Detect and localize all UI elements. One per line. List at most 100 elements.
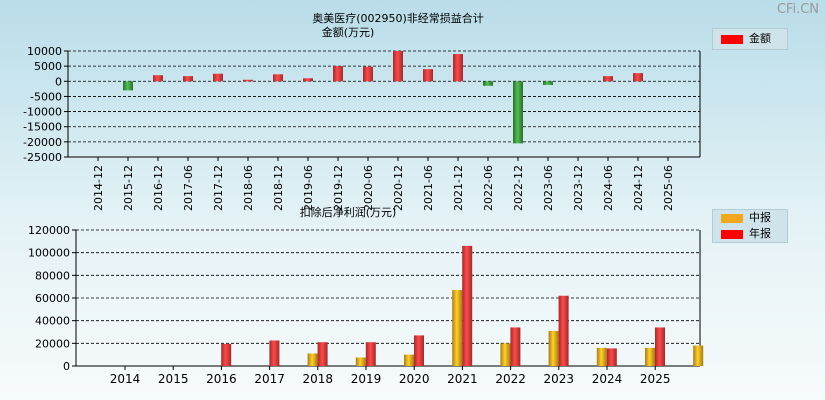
bar-annual bbox=[269, 340, 280, 366]
bar-amount bbox=[303, 78, 313, 82]
chart1-legend: 金额 bbox=[712, 28, 788, 50]
x-tick-label: 2020 bbox=[399, 372, 430, 386]
x-tick-label: 2017-12 bbox=[212, 165, 225, 211]
watermark: CFi.CN bbox=[776, 2, 819, 17]
bar-annual bbox=[558, 295, 569, 366]
bar-annual bbox=[365, 342, 376, 366]
y-tick-label: 0 bbox=[55, 75, 62, 88]
bar-amount bbox=[123, 81, 133, 91]
chart1-plot: 10000 5000 0 -5000 -10000 -15000 -20000 -25000 2… bbox=[23, 45, 701, 211]
legend-swatch bbox=[721, 214, 743, 223]
bar-amount bbox=[363, 66, 373, 82]
y-tick-label: 40000 bbox=[35, 315, 70, 328]
x-tick-label: 2022 bbox=[495, 372, 526, 386]
legend-item-annual: 年报 bbox=[713, 226, 787, 242]
y-tick-label: -10000 bbox=[23, 106, 62, 119]
chart1-title: 奥美医疗(002950)非经常损益合计 bbox=[312, 11, 484, 25]
bar-amount bbox=[333, 66, 343, 82]
bar-interim bbox=[596, 347, 607, 366]
x-tick-label: 2016 bbox=[206, 372, 237, 386]
x-tick-label: 2025-06 bbox=[662, 165, 675, 211]
y-tick-label: 10000 bbox=[27, 45, 62, 58]
x-tick-label: 2021-12 bbox=[452, 165, 465, 211]
bar-interim bbox=[404, 354, 414, 366]
x-tick-label: 2021 bbox=[447, 372, 478, 386]
x-tick-label: 2020-12 bbox=[392, 165, 405, 211]
legend-swatch bbox=[721, 35, 743, 44]
y-tick-label: 100000 bbox=[28, 247, 70, 260]
bar-annual bbox=[317, 342, 328, 366]
bar-annual bbox=[414, 335, 424, 366]
bar-amount bbox=[633, 73, 643, 82]
x-tick-label: 2014-12 bbox=[92, 165, 105, 211]
bar-amount bbox=[183, 76, 193, 82]
bar-interim bbox=[355, 357, 366, 366]
chart2-legend: 中报 年报 bbox=[712, 209, 788, 243]
y-tick-label: -5000 bbox=[30, 90, 62, 103]
bar-interim bbox=[693, 345, 704, 366]
bar-interim bbox=[645, 347, 655, 366]
x-tick-label: 2018 bbox=[303, 372, 334, 386]
x-tick-label: 2019-12 bbox=[332, 165, 345, 211]
bar-interim bbox=[548, 330, 559, 366]
x-tick-label: 2014 bbox=[110, 372, 141, 386]
bar-annual bbox=[221, 343, 232, 366]
x-tick-label: 2016-12 bbox=[152, 165, 165, 211]
y-tick-label: 80000 bbox=[35, 269, 70, 282]
bar-annual bbox=[655, 327, 665, 366]
x-tick-label: 2018-06 bbox=[242, 165, 255, 211]
chart1-ylabel: 金额(万元) bbox=[322, 25, 375, 39]
legend-item-interim: 中报 bbox=[713, 210, 787, 226]
bar-annual bbox=[510, 327, 521, 366]
bar-amount bbox=[453, 54, 463, 82]
x-tick-label: 2019-06 bbox=[302, 165, 315, 211]
x-tick-label: 2024-12 bbox=[632, 165, 645, 211]
bar-annual bbox=[606, 348, 617, 366]
x-tick-label: 2020-06 bbox=[362, 165, 375, 211]
y-tick-label: -25000 bbox=[23, 151, 62, 164]
bar-amount bbox=[543, 81, 553, 85]
y-tick-label: 0 bbox=[63, 360, 70, 373]
y-tick-label: 5000 bbox=[34, 60, 62, 73]
y-tick-label: -20000 bbox=[23, 136, 62, 149]
x-tick-label: 2015-12 bbox=[122, 165, 135, 211]
y-tick-label: 60000 bbox=[35, 292, 70, 305]
x-tick-label: 2023-12 bbox=[572, 165, 585, 211]
y-tick-label: -15000 bbox=[23, 121, 62, 134]
bar-interim bbox=[452, 290, 463, 366]
chart2-title: 扣除后净利润(万元) bbox=[300, 205, 397, 219]
x-tick-label: 2023-06 bbox=[542, 165, 555, 211]
bar-amount bbox=[243, 79, 253, 82]
bar-amount bbox=[513, 81, 523, 144]
x-tick-label: 2023 bbox=[544, 372, 575, 386]
y-tick-label: 20000 bbox=[35, 337, 70, 350]
bar-amount bbox=[603, 76, 613, 82]
bar-amount bbox=[213, 73, 223, 82]
x-tick-label: 2022-06 bbox=[482, 165, 495, 211]
legend-label: 年报 bbox=[749, 227, 771, 240]
legend-swatch bbox=[721, 230, 743, 239]
x-tick-label: 2022-12 bbox=[512, 165, 525, 211]
x-tick-label: 2024-06 bbox=[602, 165, 615, 211]
x-tick-label: 2017 bbox=[254, 372, 285, 386]
x-tick-label: 2019 bbox=[351, 372, 382, 386]
chart2-plot: 0 20000 40000 60000 80000 100000 120000 2014 201… bbox=[28, 224, 704, 386]
x-tick-label: 2017-06 bbox=[182, 165, 195, 211]
legend-label: 中报 bbox=[749, 211, 771, 224]
bar-amount bbox=[423, 69, 433, 82]
legend-label: 金额 bbox=[749, 32, 771, 45]
bar-interim bbox=[307, 353, 318, 366]
bar-interim bbox=[500, 343, 511, 366]
bar-amount bbox=[153, 75, 163, 82]
x-tick-label: 2015 bbox=[158, 372, 189, 386]
x-tick-label: 2025 bbox=[640, 372, 671, 386]
x-tick-label: 2018-12 bbox=[272, 165, 285, 211]
bar-annual bbox=[462, 245, 473, 366]
legend-item-amount: 金额 bbox=[713, 29, 787, 49]
bar-amount bbox=[393, 51, 403, 82]
y-tick-label: 120000 bbox=[28, 224, 70, 237]
x-tick-label: 2024 bbox=[592, 372, 623, 386]
bar-amount bbox=[273, 74, 283, 82]
bar-amount bbox=[483, 81, 493, 86]
